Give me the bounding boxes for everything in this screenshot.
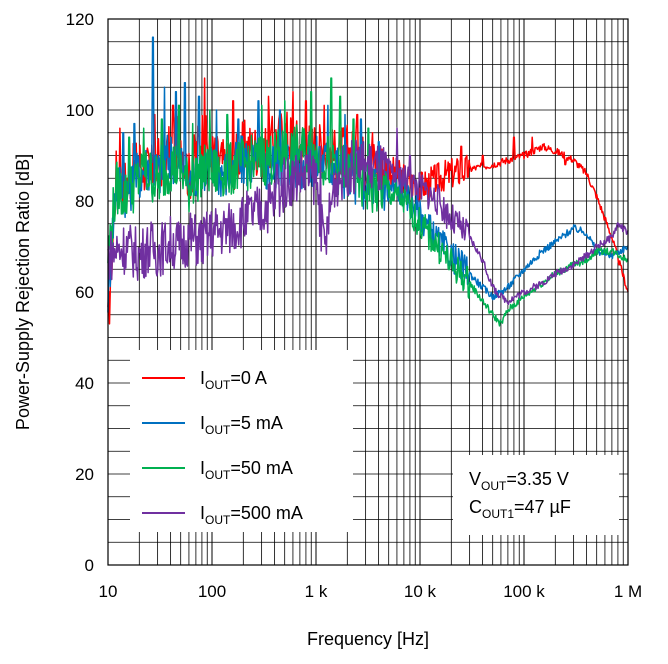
vout-label: VOUT=3.35 V (469, 469, 569, 493)
legend-box (130, 350, 353, 532)
x-tick-label: 1 k (305, 582, 328, 601)
y-tick-label: 0 (85, 556, 94, 575)
legend-label: IOUT=0 A (200, 368, 267, 392)
x-tick-label: 1 M (614, 582, 642, 601)
annotation-background (453, 455, 619, 535)
y-tick-labels: 0 20 40 60 80 100 120 (66, 10, 94, 575)
x-axis-label: Frequency [Hz] (307, 629, 429, 649)
y-tick-label: 20 (75, 465, 94, 484)
y-tick-label: 100 (66, 101, 94, 120)
x-tick-label: 100 (198, 582, 226, 601)
y-axis-label: Power-Supply Rejection Ratio [dB] (13, 154, 33, 430)
y-tick-label: 80 (75, 192, 94, 211)
x-tick-label: 10 (99, 582, 118, 601)
annotation-box: VOUT=3.35 V COUT1=47 µF (453, 455, 619, 535)
legend: IOUT=0 A IOUT=5 mA IOUT=50 mA IOUT=500 mA (130, 350, 353, 532)
legend-label: IOUT=50 mA (200, 458, 293, 482)
x-tick-label: 10 k (404, 582, 437, 601)
y-tick-label: 40 (75, 374, 94, 393)
y-tick-label: 120 (66, 10, 94, 29)
x-tick-labels: 10 100 1 k 10 k 100 k 1 M (99, 582, 643, 601)
legend-label: IOUT=500 mA (200, 503, 303, 527)
plot-frame (107, 18, 629, 566)
series-line (107, 127, 629, 306)
legend-label: IOUT=5 mA (200, 413, 283, 437)
cout-label: COUT1=47 µF (469, 497, 571, 521)
plot-lines (107, 36, 629, 327)
y-tick-label: 60 (75, 283, 94, 302)
x-tick-label: 100 k (503, 582, 545, 601)
series-line (107, 77, 629, 327)
